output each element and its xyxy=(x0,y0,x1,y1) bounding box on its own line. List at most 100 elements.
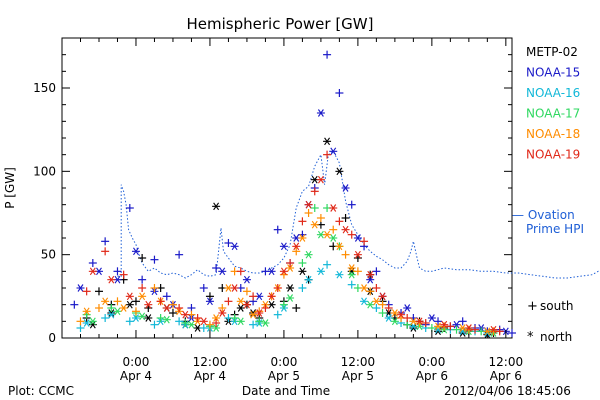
legend-symbol-label-south: south xyxy=(540,299,574,313)
star-d2 xyxy=(305,275,312,284)
north-star-marker xyxy=(390,317,399,326)
north-star-marker xyxy=(347,264,356,272)
south-plus-marker xyxy=(224,297,233,306)
south-plus-marker xyxy=(347,200,356,209)
chart-title: Hemispheric Power [GW] xyxy=(187,15,374,33)
north-star-marker xyxy=(76,284,85,292)
north-star-marker xyxy=(378,292,387,301)
north-star-marker xyxy=(329,147,338,156)
south-plus-marker xyxy=(279,300,288,309)
legend-item-noaa-17: NOAA-17 xyxy=(526,107,580,121)
north-star-marker xyxy=(415,317,424,326)
north-star-marker xyxy=(82,319,91,327)
north-star-marker xyxy=(316,175,325,184)
x-tick-label-date: Apr 6 xyxy=(416,369,448,383)
star-d2 xyxy=(133,314,139,322)
x-axis-label: Date and Time xyxy=(242,384,330,398)
star-d2 xyxy=(391,309,398,317)
star-d2 xyxy=(367,300,374,309)
star-d2 xyxy=(213,314,220,322)
legend-symbol-label-north: north xyxy=(540,330,572,344)
north-star-marker xyxy=(286,264,295,272)
south-plus-marker xyxy=(304,209,313,217)
south-plus-marker xyxy=(508,329,516,337)
star-d2 xyxy=(231,242,238,251)
north-star-marker xyxy=(242,300,251,309)
star-d2 xyxy=(354,250,361,259)
star-d2 xyxy=(77,284,84,292)
south-plus-marker xyxy=(70,300,79,309)
star-d2 xyxy=(336,167,343,176)
south-plus-marker xyxy=(471,325,480,334)
south-plus-marker xyxy=(113,297,122,306)
north-star-marker xyxy=(138,292,147,301)
star-d2 xyxy=(163,315,170,324)
star-d2 xyxy=(330,204,337,212)
star-d2 xyxy=(89,267,96,276)
north-star-marker xyxy=(255,309,264,317)
north-star-marker xyxy=(286,294,295,302)
star-d2 xyxy=(410,324,417,332)
north-star-marker xyxy=(347,270,356,279)
north-star-marker xyxy=(366,270,375,279)
south-plus-marker xyxy=(372,304,381,312)
ovation-prime-hpi-line xyxy=(117,150,600,279)
south-plus-marker xyxy=(341,250,350,259)
star-d2 xyxy=(459,327,466,336)
star-d2 xyxy=(256,292,263,301)
north-star-marker xyxy=(212,202,221,211)
south-plus-marker xyxy=(138,254,147,262)
legend-item-metp-02: METP-02 xyxy=(526,45,578,59)
south-plus-marker xyxy=(292,304,301,312)
south-plus-marker xyxy=(495,327,504,336)
north-star-marker xyxy=(427,314,436,322)
south-plus-marker xyxy=(310,204,319,212)
star-d2 xyxy=(317,175,324,184)
star-d2 xyxy=(83,319,90,327)
north-star-marker xyxy=(452,320,461,329)
star-d2 xyxy=(416,317,423,326)
star-d2 xyxy=(145,314,152,322)
x-tick-label-date: Apr 4 xyxy=(194,369,226,383)
star-d2 xyxy=(213,202,220,211)
north-star-marker xyxy=(267,267,276,276)
north-star-marker xyxy=(323,230,332,239)
legend-symbol-north: * xyxy=(527,330,534,345)
south-plus-marker xyxy=(261,304,270,312)
north-star-marker xyxy=(199,317,208,326)
star-d2 xyxy=(133,247,139,256)
south-plus-marker xyxy=(76,317,85,326)
star-d2 xyxy=(305,200,312,209)
south-plus-marker xyxy=(131,297,140,306)
x-tick-label-time: 12:00 xyxy=(193,355,228,369)
legend-item-noaa-15: NOAA-15 xyxy=(526,66,580,80)
north-star-marker xyxy=(82,307,91,316)
north-star-marker xyxy=(304,200,313,209)
south-plus-marker xyxy=(242,287,251,296)
x-tick-label-date: Apr 4 xyxy=(120,369,152,383)
south-plus-marker xyxy=(323,150,332,159)
legend: METP-02 NOAA-15 NOAA-16 NOAA-17 NOAA-18 NOAA-… xyxy=(512,45,584,345)
star-d2 xyxy=(139,292,146,301)
north-star-marker xyxy=(125,292,134,301)
north-star-marker xyxy=(286,284,295,292)
y-tick-label: 100 xyxy=(33,164,56,178)
star-d2 xyxy=(89,317,96,326)
star-d2 xyxy=(342,184,349,192)
south-plus-marker xyxy=(378,309,387,317)
star-d2 xyxy=(231,284,238,292)
star-d2 xyxy=(194,324,201,332)
north-star-marker xyxy=(267,292,276,301)
star-d2 xyxy=(219,267,226,276)
star-d2 xyxy=(145,300,152,309)
south-plus-marker xyxy=(212,264,221,272)
x-tick-label-time: 0:00 xyxy=(122,355,149,369)
star-d2 xyxy=(108,309,115,317)
y-axis-label: P [GW] xyxy=(3,167,17,209)
star-d2 xyxy=(342,225,349,234)
plot-timestamp: 2012/04/06 18:45:06 xyxy=(444,384,571,398)
north-star-marker xyxy=(397,310,406,319)
south-plus-marker xyxy=(230,314,239,322)
star-d2 xyxy=(305,250,312,259)
legend-symbol-south: + xyxy=(527,299,538,314)
